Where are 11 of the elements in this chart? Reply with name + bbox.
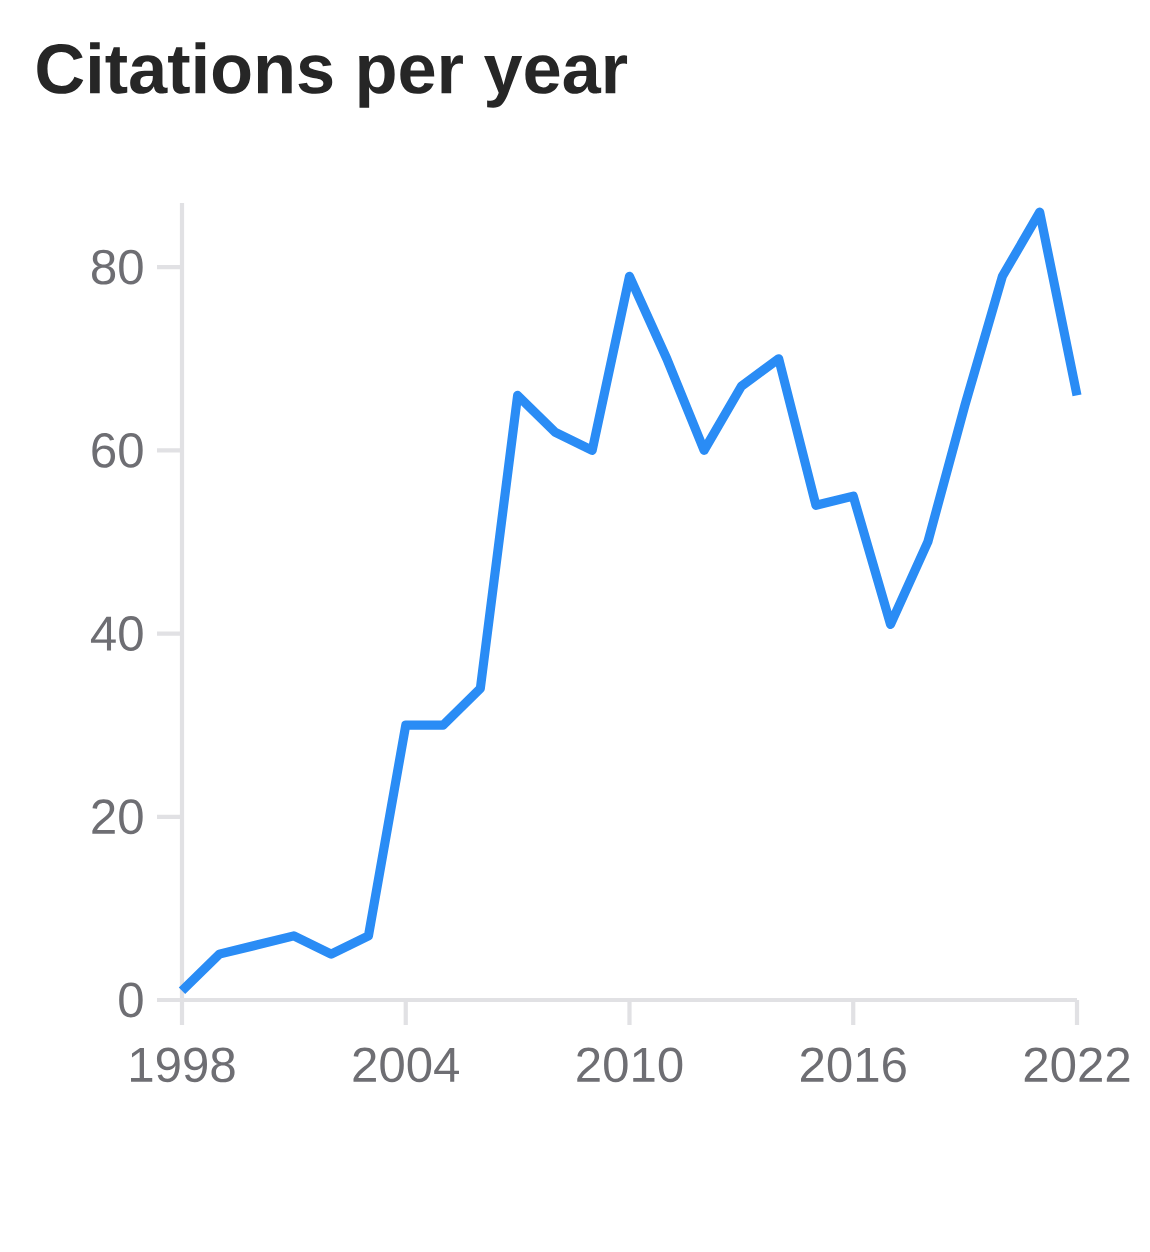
x-tick-label: 2004 — [353, 1047, 460, 1083]
chart-title: Citations per year — [37, 42, 628, 108]
y-tick-label: 40 — [90, 616, 143, 651]
x-tick-label: 2016 — [801, 1047, 906, 1083]
y-tick-label: 60 — [92, 432, 143, 468]
x-tick-label: 2022 — [1024, 1047, 1130, 1083]
y-tick-label: 20 — [92, 799, 143, 835]
y-tick-label: 80 — [92, 249, 143, 285]
y-tick-label: 0 — [119, 982, 143, 1018]
x-tick-label: 2010 — [577, 1047, 683, 1083]
x-tick-label: 1998 — [131, 1047, 235, 1083]
